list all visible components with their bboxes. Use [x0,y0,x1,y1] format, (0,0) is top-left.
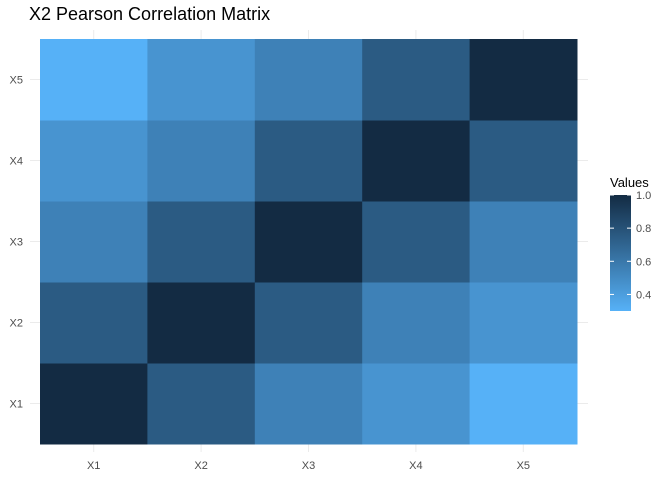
y-tick-label: X5 [10,75,23,87]
cell-x3-x3 [254,201,363,283]
cell-x2-x2 [147,282,256,364]
y-tick-label: X1 [10,399,23,411]
legend-title: Values [610,175,649,190]
legend-tick-label: 0.8 [636,223,651,235]
cell-x4-x4 [362,120,471,202]
x-tick-label: X4 [409,460,422,472]
legend: Values 0.4 0.6 0.8 1.0 [610,175,651,311]
legend-tick-label: 0.6 [636,256,651,268]
y-tick-label: X3 [10,237,23,249]
legend-colorbar [610,195,631,311]
cell-x2-x1 [147,363,256,445]
cell-x2-x3 [147,201,256,283]
cell-x1-x3 [40,201,148,283]
cell-x5-x5 [469,39,578,121]
y-axis: X1 X2 X3 X4 X5 [10,75,23,411]
x-tick-label: X5 [517,460,530,472]
legend-tick-label: 0.4 [636,289,651,301]
cell-x4-x3 [362,201,471,283]
cell-x1-x4 [40,120,148,202]
cell-x3-x1 [254,363,363,445]
cell-x3-x4 [254,120,363,202]
x-axis: X1 X2 X3 X4 X5 [87,460,530,472]
y-tick-label: X4 [10,156,23,168]
cell-x3-x5 [254,39,363,121]
cell-x4-x5 [362,39,471,121]
y-tick-label: X2 [10,318,23,330]
x-tick-label: X3 [302,460,315,472]
cell-x1-x1 [40,363,148,445]
cell-x5-x2 [469,282,578,364]
cell-x2-x4 [147,120,256,202]
cell-x5-x4 [469,120,578,202]
cell-x2-x5 [147,39,256,121]
x-tick-label: X1 [87,460,100,472]
legend-tick-label: 1.0 [636,190,651,202]
cell-x5-x1 [469,363,578,445]
cell-x1-x2 [40,282,148,364]
cell-x3-x2 [254,282,363,364]
cell-x4-x1 [362,363,471,445]
cell-x1-x5 [40,39,148,121]
x-tick-label: X2 [194,460,207,472]
cell-x5-x3 [469,201,578,283]
cell-x4-x2 [362,282,471,364]
chart-title: X2 Pearson Correlation Matrix [29,4,271,24]
heatmap-cells [40,39,578,445]
